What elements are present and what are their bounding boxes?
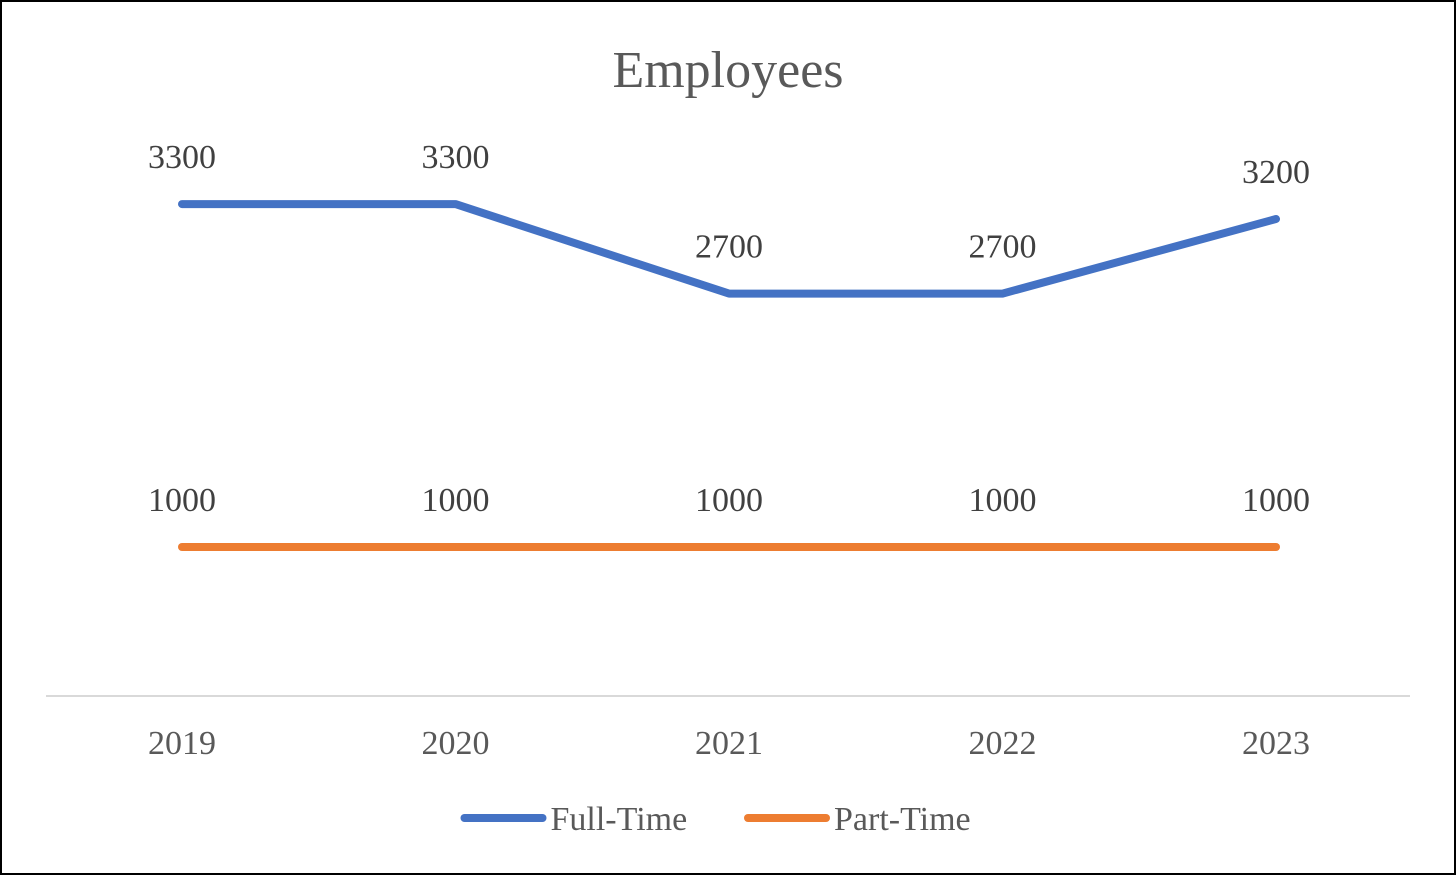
x-tick-label-2021: 2021 bbox=[695, 725, 763, 762]
data-point-part-time-2022 bbox=[1002, 546, 1003, 548]
data-label-full-time-2022: 2700 bbox=[969, 229, 1037, 266]
x-tick-label-2023: 2023 bbox=[1242, 725, 1310, 762]
data-point-part-time-2021 bbox=[728, 546, 730, 548]
data-point-full-time-2019 bbox=[181, 203, 183, 205]
data-point-part-time-2020 bbox=[455, 546, 456, 548]
chart-title: Employees bbox=[612, 42, 843, 99]
series-layer bbox=[178, 200, 1280, 551]
data-label-part-time-2019: 1000 bbox=[148, 482, 216, 519]
data-point-part-time-2019 bbox=[181, 546, 183, 548]
data-label-full-time-2020: 3300 bbox=[422, 139, 490, 176]
data-label-part-time-2021: 1000 bbox=[695, 482, 763, 519]
data-label-part-time-2023: 1000 bbox=[1242, 482, 1310, 519]
data-label-part-time-2020: 1000 bbox=[422, 482, 490, 519]
x-tick-label-2020: 2020 bbox=[422, 725, 490, 762]
data-point-part-time-2023 bbox=[1275, 546, 1277, 548]
data-point-full-time-2021 bbox=[728, 293, 730, 295]
data-point-full-time-2020 bbox=[455, 203, 456, 205]
data-label-full-time-2019: 3300 bbox=[148, 139, 216, 176]
x-tick-layer: 2019 2020 2021 2022 2023 bbox=[148, 725, 1310, 762]
legend: Full-Time Part-Time bbox=[460, 801, 971, 838]
data-label-full-time-2021: 2700 bbox=[695, 229, 763, 266]
data-point-full-time-2023 bbox=[1275, 218, 1277, 220]
data-point-full-time-2022 bbox=[1002, 293, 1003, 295]
legend-label-part-time: Part-Time bbox=[834, 801, 971, 838]
x-tick-label-2019: 2019 bbox=[148, 725, 216, 762]
legend-label-full-time: Full-Time bbox=[551, 801, 688, 838]
data-label-part-time-2022: 1000 bbox=[969, 482, 1037, 519]
data-label-layer: 3300 3300 2700 2700 3200 1000 1000 1000 1000 1000 bbox=[148, 139, 1310, 519]
x-tick-label-2022: 2022 bbox=[969, 725, 1037, 762]
data-label-full-time-2023: 3200 bbox=[1242, 154, 1310, 191]
